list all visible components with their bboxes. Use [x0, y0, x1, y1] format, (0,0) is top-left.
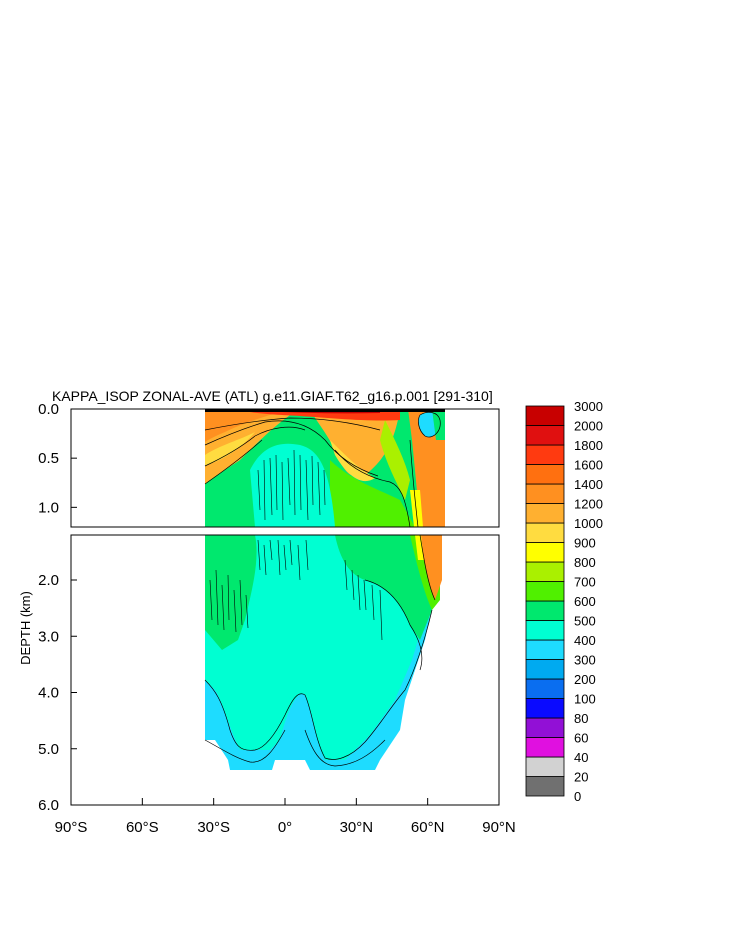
lower-panel [71, 535, 499, 805]
colorbar-box [525, 561, 565, 582]
colorbar-label: 600 [574, 594, 596, 609]
x-tick-label: 30°N [340, 819, 374, 836]
x-tick-label: 0° [278, 819, 292, 836]
lower-y-tick-label: 4.0 [38, 685, 59, 702]
x-ticks: 90°S 60°S 30°S 0° 30°N 60°N 90°N [55, 798, 516, 836]
colorbar-label: 0 [574, 789, 581, 804]
colorbar-label: 60 [574, 731, 588, 746]
upper-orange-right [310, 409, 400, 478]
colorbar-label: 300 [574, 653, 596, 668]
upper-y-tick-label: 0.0 [38, 401, 59, 418]
colorbar-label: 500 [574, 614, 596, 629]
colorbar-box [525, 756, 565, 777]
lower-green-right [335, 535, 440, 640]
lower-y-tick-label: 2.0 [38, 572, 59, 589]
colorbar-label: 1000 [574, 516, 603, 531]
colorbar-box [525, 698, 565, 719]
colorbar-label: 40 [574, 750, 588, 765]
colorbar-box [525, 503, 565, 524]
lower-yellow-strip [415, 535, 424, 560]
lower-y-ticks: 2.0 3.0 4.0 5.0 6.0 [38, 572, 77, 814]
upper-yellow-strip [410, 490, 423, 527]
colorbar-box [525, 776, 565, 797]
x-tick-label: 90°N [482, 819, 516, 836]
colorbar-box [525, 464, 565, 485]
colorbar-box [525, 444, 565, 465]
colorbar-box [525, 737, 565, 758]
x-tick-label: 90°S [55, 819, 88, 836]
upper-yellow-right [330, 440, 375, 482]
colorbar-box [525, 542, 565, 563]
upper-y-tick-label: 1.0 [38, 499, 59, 516]
lower-speckle-lines [209, 539, 383, 641]
upper-orange-strip [408, 409, 445, 527]
lower-cyan-region [205, 535, 440, 760]
lower-contour-lines [204, 535, 436, 767]
x-tick-label: 30°S [197, 819, 230, 836]
upper-yellow-left [205, 432, 255, 466]
colorbar-box [525, 600, 565, 621]
colorbar: 0 20 40 60 80 100 200 300 400 500 600 700 800 900 1000… [525, 399, 603, 804]
colorbar-box [525, 639, 565, 660]
upper-green-patch [432, 409, 445, 440]
colorbar-label: 900 [574, 536, 596, 551]
upper-y-ticks: 0.0 0.5 1.0 [38, 401, 77, 516]
colorbar-box [525, 483, 565, 504]
colorbar-box [525, 522, 565, 543]
y-axis-label: DEPTH (km) [18, 591, 33, 665]
lower-orange-strip [420, 535, 442, 600]
colorbar-label: 3000 [574, 399, 603, 414]
chart-title: KAPPA_ISOP ZONAL-AVE (ATL) g.e11.GIAF.T6… [52, 388, 493, 404]
colorbar-box [525, 405, 565, 426]
x-tick-label: 60°S [126, 819, 159, 836]
upper-deeporange-left [205, 409, 290, 442]
colorbar-box [525, 620, 565, 641]
lower-y-tick-label: 5.0 [38, 741, 59, 758]
colorbar-label: 80 [574, 711, 588, 726]
colorbar-label: 1600 [574, 458, 603, 473]
lower-y-tick-label: 3.0 [38, 628, 59, 645]
colorbar-label: 1200 [574, 497, 603, 512]
colorbar-label: 100 [574, 692, 596, 707]
upper-lightgreen-right [380, 420, 410, 500]
colorbar-box [525, 678, 565, 699]
colorbar-label: 1400 [574, 477, 603, 492]
colorbar-box [525, 581, 565, 602]
colorbar-box [525, 425, 565, 446]
colorbar-box [525, 659, 565, 680]
colorbar-label: 1800 [574, 438, 603, 453]
colorbar-box [525, 717, 565, 738]
upper-lightgreen-region [330, 460, 415, 527]
upper-speckle-lines [257, 449, 326, 521]
colorbar-label: 700 [574, 575, 596, 590]
colorbar-label: 2000 [574, 419, 603, 434]
upper-contour-lines [204, 411, 441, 527]
upper-cyan-region [250, 443, 335, 527]
upper-panel-frame [70, 408, 500, 528]
x-tick-label: 60°N [411, 819, 445, 836]
colorbar-label: 800 [574, 555, 596, 570]
upper-ocean-edge-black [205, 409, 445, 412]
lower-y-tick-label: 6.0 [38, 797, 59, 814]
colorbar-label: 200 [574, 672, 596, 687]
upper-y-tick-label: 0.5 [38, 450, 59, 467]
colorbar-label: 400 [574, 633, 596, 648]
colorbar-label: 20 [574, 770, 588, 785]
upper-panel [71, 409, 499, 527]
